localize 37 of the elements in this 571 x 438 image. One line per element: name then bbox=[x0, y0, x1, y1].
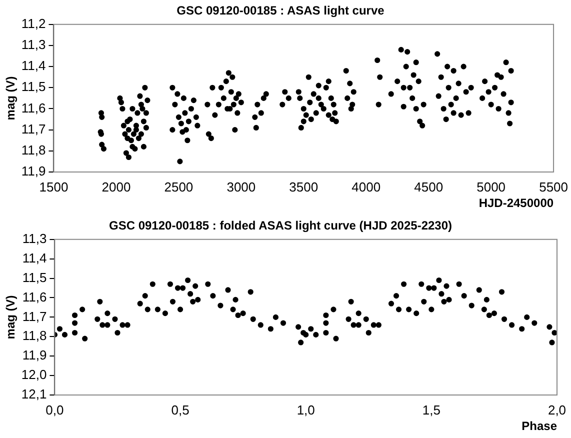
x-tick-label: 3000 bbox=[226, 179, 256, 194]
y-tick-label: 11,7 bbox=[22, 308, 47, 324]
y-tick-label: 11,6 bbox=[22, 289, 47, 304]
x-tick-label: 1,0 bbox=[296, 402, 315, 418]
y-tick-label: 11,5 bbox=[22, 270, 47, 285]
y-tick-label: 11,3 bbox=[22, 230, 47, 246]
x-tick-label: 4000 bbox=[352, 179, 381, 194]
x-tick-label: 0,5 bbox=[171, 402, 190, 418]
chart-title: GSC 09120-00185 : folded ASAS light curve (HJD 2025-2230) bbox=[108, 218, 452, 233]
y-tick-label: 12,0 bbox=[21, 367, 47, 382]
y-tick-label: 11,2 bbox=[21, 16, 46, 31]
y-tick-label: 11,8 bbox=[21, 142, 46, 158]
x-tick-label: 2500 bbox=[164, 179, 194, 194]
x-tick-label: 2,0 bbox=[548, 402, 566, 418]
x-tick-label: 2000 bbox=[102, 179, 131, 194]
x-axis-title: Phase bbox=[522, 419, 558, 434]
y-tick-label: 12,1 bbox=[21, 386, 47, 402]
y-tick-label: 11,7 bbox=[21, 121, 46, 136]
y-tick-label: 11,9 bbox=[21, 164, 46, 179]
y-axis-title: mag (V) bbox=[4, 76, 18, 120]
y-tick-label: 11,4 bbox=[22, 250, 47, 266]
x-tick-label: 1,5 bbox=[422, 402, 440, 418]
chart-title: GSC 09120-00185 : ASAS light curve bbox=[176, 4, 385, 18]
x-axis-title: HJD-2450000 bbox=[478, 196, 554, 210]
x-tick-label: 1500 bbox=[39, 179, 68, 194]
y-axis-title: mag (V) bbox=[4, 295, 18, 340]
y-tick-label: 11,8 bbox=[22, 328, 47, 344]
y-tick-label: 11,9 bbox=[22, 348, 47, 363]
x-tick-label: 5000 bbox=[476, 179, 506, 194]
y-tick-label: 11,5 bbox=[21, 79, 46, 94]
y-tick-label: 11,4 bbox=[21, 58, 46, 74]
y-tick-label: 11,6 bbox=[21, 100, 46, 116]
x-tick-label: 0,0 bbox=[46, 402, 64, 418]
x-tick-label: 3500 bbox=[289, 179, 318, 194]
x-tick-label: 4500 bbox=[414, 179, 444, 194]
y-tick-label: 11,3 bbox=[21, 37, 46, 52]
x-tick-label: 5500 bbox=[539, 179, 568, 194]
